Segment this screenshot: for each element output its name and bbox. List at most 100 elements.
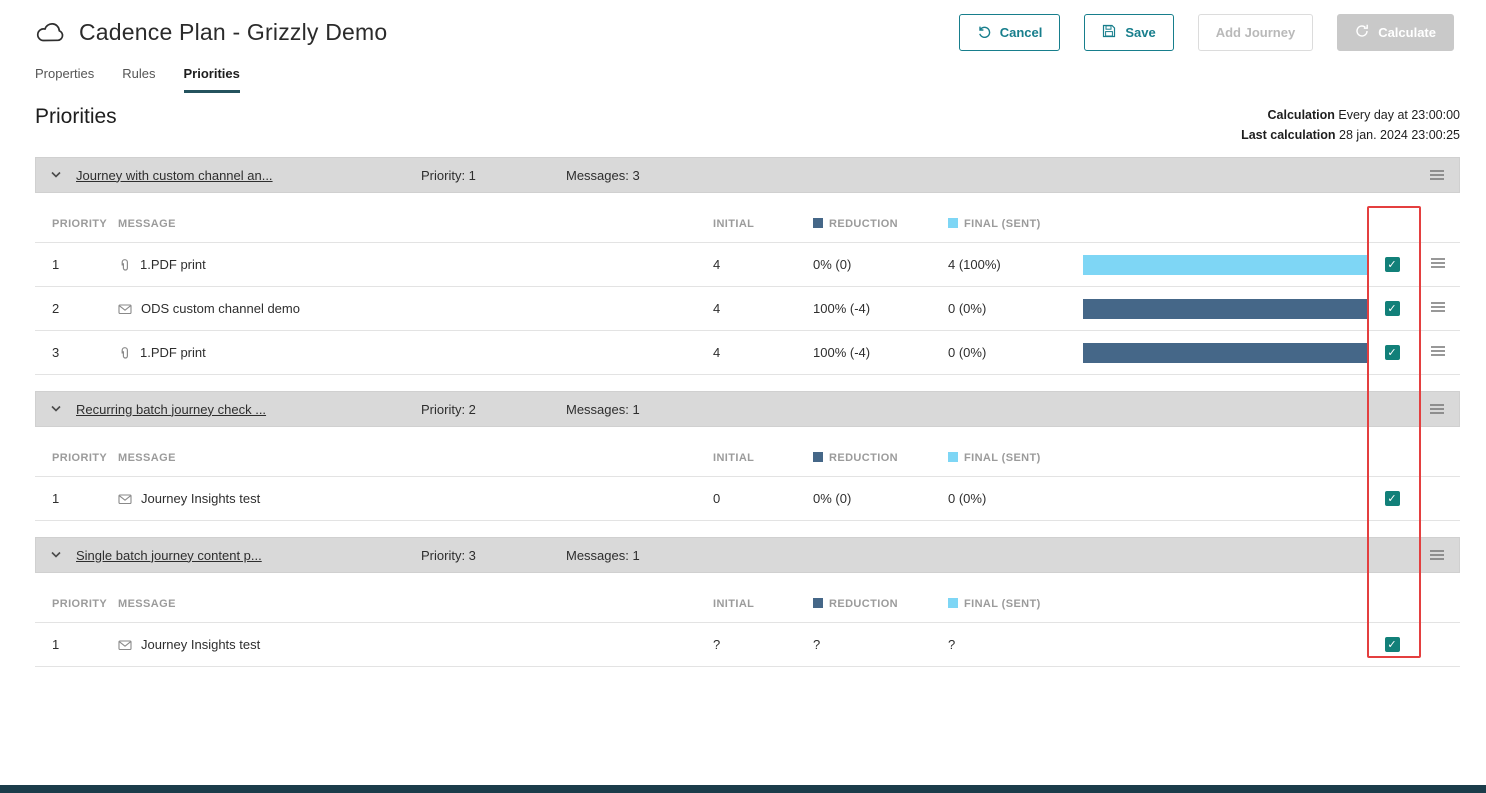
- table-header-row: PRIORITY MESSAGE INITIAL REDUCTION FINAL…: [35, 585, 1460, 623]
- row-reduction: 100% (-4): [813, 345, 871, 360]
- table-row: 1 Journey Insights test ? ? ? ✓: [35, 623, 1460, 667]
- col-priority: PRIORITY: [52, 451, 108, 464]
- message-name: 1.PDF print: [140, 345, 206, 360]
- message-type-icon: [118, 303, 132, 315]
- journey-section: Single batch journey content p... Priori…: [35, 537, 1460, 667]
- message-type-icon: [118, 258, 131, 272]
- save-button[interactable]: Save: [1084, 14, 1174, 51]
- row-priority: 1: [52, 491, 60, 506]
- col-message: MESSAGE: [118, 217, 176, 230]
- drag-handle-icon[interactable]: [1430, 345, 1446, 360]
- row-reduction: 0% (0): [813, 491, 852, 506]
- row-priority: 1: [52, 257, 60, 272]
- row-checkbox[interactable]: ✓: [1384, 345, 1400, 360]
- message-type-icon: [118, 639, 132, 651]
- drag-handle-icon[interactable]: [1415, 549, 1459, 561]
- journey-name-link[interactable]: Single batch journey content p...: [76, 547, 262, 563]
- calculation-info: Calculation Every day at 23:00:00 Last c…: [1241, 105, 1460, 145]
- section-title-priorities: Priorities: [35, 105, 117, 128]
- reduction-legend-swatch: [813, 597, 823, 608]
- drag-handle-icon[interactable]: [1430, 301, 1446, 316]
- row-final: 0 (0%): [948, 491, 987, 506]
- col-message: MESSAGE: [118, 597, 176, 610]
- journey-messages: Messages: 3: [566, 167, 640, 183]
- row-checkbox[interactable]: ✓: [1384, 257, 1400, 272]
- table-header-row: PRIORITY MESSAGE INITIAL REDUCTION FINAL…: [35, 205, 1460, 243]
- message-name: ODS custom channel demo: [141, 301, 300, 316]
- journey-section: Recurring batch journey check ... Priori…: [35, 391, 1460, 521]
- journey-name-link[interactable]: Journey with custom channel an...: [76, 167, 273, 183]
- row-priority: 2: [52, 301, 60, 316]
- col-final: FINAL (SENT): [948, 451, 1083, 464]
- message-name: 1.PDF print: [140, 257, 206, 272]
- row-final: 0 (0%): [948, 345, 987, 360]
- page-title-main: Cadence Plan - Grizzly Demo: [79, 19, 388, 45]
- drag-handle-icon[interactable]: [1415, 169, 1459, 181]
- cancel-button[interactable]: Cancel: [958, 14, 1061, 51]
- reduction-legend-swatch: [813, 217, 823, 228]
- message-name: Journey Insights test: [141, 637, 261, 652]
- chevron-down-icon[interactable]: [36, 405, 76, 413]
- col-final: FINAL (SENT): [948, 217, 1083, 230]
- message-type-icon: [118, 346, 131, 360]
- tab-priorities[interactable]: Priorities: [183, 66, 240, 93]
- app-logo-icon: [35, 20, 65, 45]
- message-name: Journey Insights test: [141, 491, 261, 506]
- row-final: 0 (0%): [948, 301, 987, 316]
- distribution-bar: [1083, 254, 1368, 275]
- calculation-value: Every day at 23:00:00: [1338, 108, 1460, 122]
- tab-properties[interactable]: Properties: [35, 66, 95, 81]
- calculation-label: Calculation: [1267, 108, 1335, 122]
- main-content: Priorities Calculation Every day at 23:0…: [0, 93, 1486, 667]
- calculate-button[interactable]: Calculate: [1337, 14, 1454, 51]
- distribution-bar: [1083, 298, 1368, 319]
- col-priority: PRIORITY: [52, 597, 108, 610]
- bottom-bar: [0, 785, 1486, 793]
- save-icon: [1102, 24, 1116, 41]
- final-legend-swatch: [948, 597, 958, 608]
- row-checkbox[interactable]: ✓: [1384, 637, 1400, 652]
- messages-table: PRIORITY MESSAGE INITIAL REDUCTION FINAL…: [35, 439, 1460, 521]
- last-calculation-value: 28 jan. 2024 23:00:25: [1339, 128, 1460, 142]
- table-row: 3 1.PDF print 4 100% (-4) 0 (0%) ✓: [35, 331, 1460, 375]
- row-checkbox[interactable]: ✓: [1384, 491, 1400, 506]
- messages-table: PRIORITY MESSAGE INITIAL REDUCTION FINAL…: [35, 585, 1460, 667]
- row-priority: 1: [52, 637, 60, 652]
- journey-priority: Priority: 3: [421, 547, 476, 563]
- table-row: 1 Journey Insights test 0 0% (0) 0 (0%) …: [35, 477, 1460, 521]
- final-legend-swatch: [948, 217, 958, 228]
- tab-rules[interactable]: Rules: [122, 66, 156, 81]
- row-reduction: 0% (0): [813, 257, 852, 272]
- table-row: 2 ODS custom channel demo 4 100% (-4) 0 …: [35, 287, 1460, 331]
- col-final: FINAL (SENT): [948, 597, 1083, 610]
- row-initial: ?: [713, 637, 721, 652]
- table-row: 1 1.PDF print 4 0% (0) 4 (100%) ✓: [35, 243, 1460, 287]
- refresh-icon: [1355, 24, 1369, 41]
- journey-name-link[interactable]: Recurring batch journey check ...: [76, 401, 267, 417]
- app-header: Cadence Plan - Grizzly Demo Cancel Save …: [0, 0, 1486, 93]
- row-final: ?: [948, 637, 956, 652]
- row-checkbox[interactable]: ✓: [1384, 301, 1400, 316]
- drag-handle-icon[interactable]: [1415, 403, 1459, 415]
- col-initial: INITIAL: [713, 451, 755, 464]
- col-reduction: REDUCTION: [813, 597, 948, 610]
- reduction-legend-swatch: [813, 451, 823, 462]
- journey-header: Single batch journey content p... Priori…: [35, 537, 1460, 573]
- col-priority: PRIORITY: [52, 217, 108, 230]
- add-journey-button[interactable]: Add Journey: [1197, 14, 1314, 51]
- journey-header: Recurring batch journey check ... Priori…: [35, 391, 1460, 427]
- final-legend-swatch: [948, 451, 958, 462]
- messages-table: PRIORITY MESSAGE INITIAL REDUCTION FINAL…: [35, 205, 1460, 375]
- col-reduction: REDUCTION: [813, 217, 948, 230]
- drag-handle-icon[interactable]: [1430, 257, 1446, 272]
- journey-header: Journey with custom channel an... Priori…: [35, 157, 1460, 193]
- chevron-down-icon[interactable]: [36, 551, 76, 559]
- chevron-down-icon[interactable]: [36, 171, 76, 179]
- col-message: MESSAGE: [118, 451, 176, 464]
- row-initial: 4: [713, 257, 721, 272]
- journey-priority: Priority: 1: [421, 167, 476, 183]
- distribution-bar: [1083, 342, 1368, 363]
- col-initial: INITIAL: [713, 217, 755, 230]
- row-reduction: 100% (-4): [813, 301, 871, 316]
- row-initial: 4: [713, 301, 721, 316]
